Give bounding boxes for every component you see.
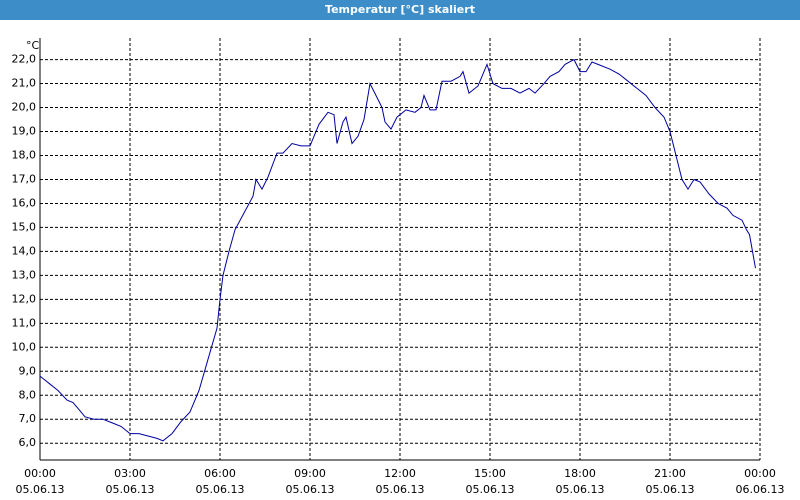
x-tick-label: 09:00 05.06.13	[285, 467, 335, 496]
window-title: Temperatur [°C] skaliert	[0, 0, 800, 20]
y-tick-label: 6,0	[19, 436, 37, 449]
x-tick-label: 12:00 05.06.13	[375, 467, 425, 496]
x-tick-label: 00:00 06.06.13	[735, 467, 785, 496]
x-tick-label: 18:00 05.06.13	[555, 467, 605, 496]
y-tick-label: 11,0	[12, 316, 37, 329]
y-tick-label: 16,0	[12, 196, 37, 209]
y-tick-label: 22,0	[12, 53, 37, 66]
y-tick-label: 13,0	[12, 268, 37, 281]
line	[39, 58, 756, 442]
y-tick-label: 15,0	[12, 220, 37, 233]
y-tick-label: 14,0	[12, 244, 37, 257]
y-tick-label: 10,0	[12, 340, 37, 353]
x-tick-label: 15:00 05.06.13	[465, 467, 515, 496]
y-tick-label: 20,0	[12, 101, 37, 114]
y-tick-label: 12,0	[12, 292, 37, 305]
x-tick-label: 21:00 05.06.13	[645, 467, 695, 496]
x-tick-label: 06:00 05.06.13	[195, 467, 245, 496]
y-unit: °C	[26, 39, 40, 52]
y-tick-label: 9,0	[19, 364, 37, 377]
y-tick-label: 19,0	[12, 125, 37, 138]
y-tick-label: 8,0	[19, 388, 37, 401]
y-tick-label: 7,0	[19, 412, 37, 425]
y-tick-label: 21,0	[12, 77, 37, 90]
x-tick-label: 00:00 05.06.13	[15, 467, 65, 496]
y-tick-label: 17,0	[12, 172, 37, 185]
x-tick-label: 03:00 05.06.13	[105, 467, 155, 496]
y-tick-label: 18,0	[12, 148, 37, 161]
